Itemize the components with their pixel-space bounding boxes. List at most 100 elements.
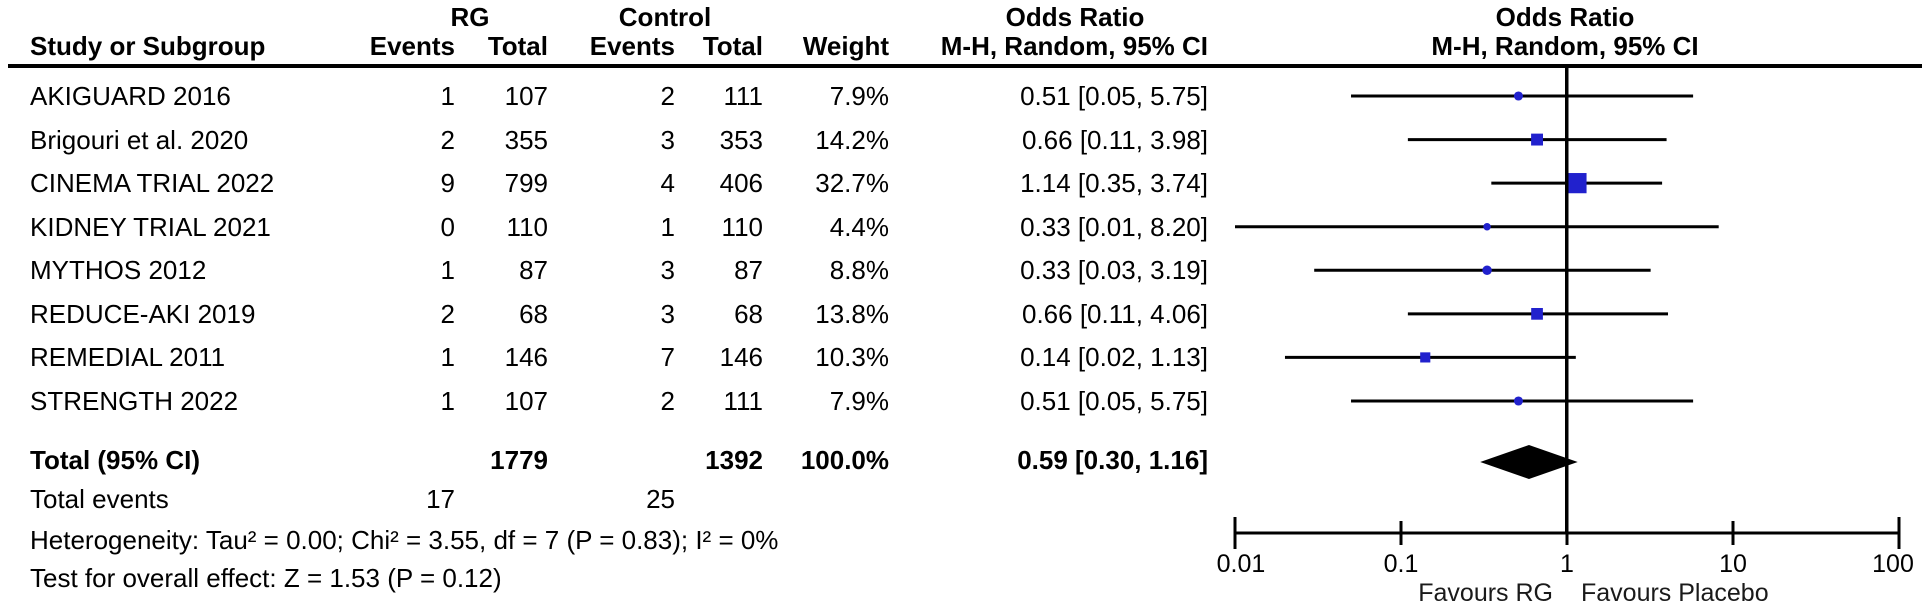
axis-tick (1399, 521, 1403, 545)
column-group-odds-ratio: Odds Ratio (1005, 2, 1145, 32)
effect-marker (1482, 265, 1492, 276)
total-events-control: 25 (646, 484, 675, 514)
effect-marker (1483, 222, 1491, 231)
rg-total-value: 107 (504, 81, 548, 111)
axis-tick-label: 0.1 (1384, 550, 1419, 578)
weight-value: 4.4% (829, 212, 889, 242)
total-events-rg: 17 (426, 484, 455, 514)
column-header-weight: Weight (802, 31, 889, 61)
control-total-value: 146 (719, 342, 763, 372)
control-total-value: 111 (723, 81, 763, 111)
or-ci-value: 1.14 [0.35, 3.74] (1020, 168, 1208, 198)
rg-events-value: 1 (440, 255, 455, 285)
control-events-value: 1 (660, 212, 675, 242)
plot-subtitle-mh-ci: M-H, Random, 95% CI (1431, 31, 1699, 61)
rg-events-value: 0 (440, 212, 455, 242)
effect-marker (1420, 352, 1431, 363)
study-name: REDUCE-AKI 2019 (30, 299, 256, 329)
study-name: MYTHOS 2012 (30, 255, 207, 285)
weight-value: 13.8% (815, 299, 889, 329)
weight-value: 14.2% (815, 125, 889, 155)
rg-events-value: 9 (440, 168, 455, 198)
rg-total-value: 107 (504, 386, 548, 416)
axis-tick-label: 100 (1872, 550, 1914, 578)
axis-tick (1897, 517, 1901, 549)
weight-value: 32.7% (815, 168, 889, 198)
weight-value: 8.8% (829, 255, 889, 285)
total-row-label: Total (95% CI) (30, 445, 200, 475)
effect-marker (1531, 133, 1543, 146)
column-header-control-events: Events (589, 31, 675, 61)
total-events-label: Total events (30, 484, 169, 514)
or-ci-value: 0.33 [0.01, 8.20] (1020, 212, 1208, 242)
favours-right-label: Favours Placebo (1581, 579, 1769, 607)
control-total-value: 110 (721, 212, 763, 242)
no-effect-line (1565, 68, 1569, 533)
control-events-value: 7 (660, 342, 675, 372)
rg-total-value: 799 (504, 168, 548, 198)
control-events-value: 2 (660, 81, 675, 111)
rg-total-value: 87 (519, 255, 548, 285)
column-group-control: Control (618, 2, 712, 32)
study-name: AKIGUARD 2016 (30, 81, 231, 111)
total-control-total: 1392 (705, 445, 763, 475)
axis-tick-label: 10 (1719, 550, 1747, 578)
or-ci-value: 0.51 [0.05, 5.75] (1020, 386, 1208, 416)
effect-marker (1531, 307, 1543, 320)
axis-tick (1565, 521, 1569, 545)
summary-diamond (1480, 445, 1578, 479)
column-header-mh-ci: M-H, Random, 95% CI (940, 31, 1208, 61)
or-ci-value: 0.33 [0.03, 3.19] (1020, 255, 1208, 285)
axis-tick-label: 1 (1560, 550, 1574, 578)
control-total-value: 406 (719, 168, 763, 198)
column-header-study: Study or Subgroup (30, 31, 266, 61)
control-events-value: 3 (660, 255, 675, 285)
control-events-value: 3 (660, 299, 675, 329)
axis-tick-label: 0.01 (1217, 550, 1266, 578)
rg-total-value: 68 (519, 299, 548, 329)
weight-value: 7.9% (829, 386, 889, 416)
study-name: KIDNEY TRIAL 2021 (30, 212, 271, 242)
column-header-rg-events: Events (369, 31, 455, 61)
column-header-control-total: Total (702, 31, 763, 61)
control-events-value: 2 (660, 386, 675, 416)
study-name: REMEDIAL 2011 (30, 342, 226, 372)
study-name: CINEMA TRIAL 2022 (30, 168, 275, 198)
weight-value: 10.3% (815, 342, 889, 372)
rg-events-value: 1 (440, 342, 455, 372)
overall-effect-test: Test for overall effect: Z = 1.53 (P = 0… (30, 563, 502, 593)
column-header-rg-total: Total (487, 31, 548, 61)
effect-marker (1513, 396, 1523, 406)
control-total-value: 353 (719, 125, 763, 155)
rg-total-value: 355 (504, 125, 548, 155)
total-rg-total: 1779 (490, 445, 548, 475)
rg-events-value: 1 (440, 386, 455, 416)
rg-total-value: 146 (504, 342, 548, 372)
control-total-value: 111 (723, 386, 763, 416)
control-total-value: 68 (734, 299, 763, 329)
column-group-rg: RG (450, 2, 490, 32)
heterogeneity-stats: Heterogeneity: Tau² = 0.00; Chi² = 3.55,… (30, 525, 779, 555)
study-name: Brigouri et al. 2020 (30, 125, 249, 155)
rg-events-value: 1 (440, 81, 455, 111)
effect-marker (1566, 173, 1587, 194)
study-name: STRENGTH 2022 (30, 386, 239, 416)
control-total-value: 87 (734, 255, 763, 285)
or-ci-value: 0.51 [0.05, 5.75] (1020, 81, 1208, 111)
or-ci-value: 0.66 [0.11, 4.06] (1022, 299, 1208, 329)
header-divider (8, 64, 1922, 68)
control-events-value: 4 (660, 168, 675, 198)
total-or-ci: 0.59 [0.30, 1.16] (1017, 445, 1208, 475)
rg-events-value: 2 (440, 299, 455, 329)
total-weight: 100.0% (800, 445, 889, 475)
effect-marker (1513, 91, 1523, 101)
rg-events-value: 2 (440, 125, 455, 155)
weight-value: 7.9% (829, 81, 889, 111)
or-ci-value: 0.14 [0.02, 1.13] (1020, 342, 1208, 372)
axis-tick (1731, 521, 1735, 545)
plot-title-odds-ratio: Odds Ratio (1495, 2, 1635, 32)
favours-left-label: Favours RG (1418, 579, 1553, 607)
or-ci-value: 0.66 [0.11, 3.98] (1022, 125, 1208, 155)
